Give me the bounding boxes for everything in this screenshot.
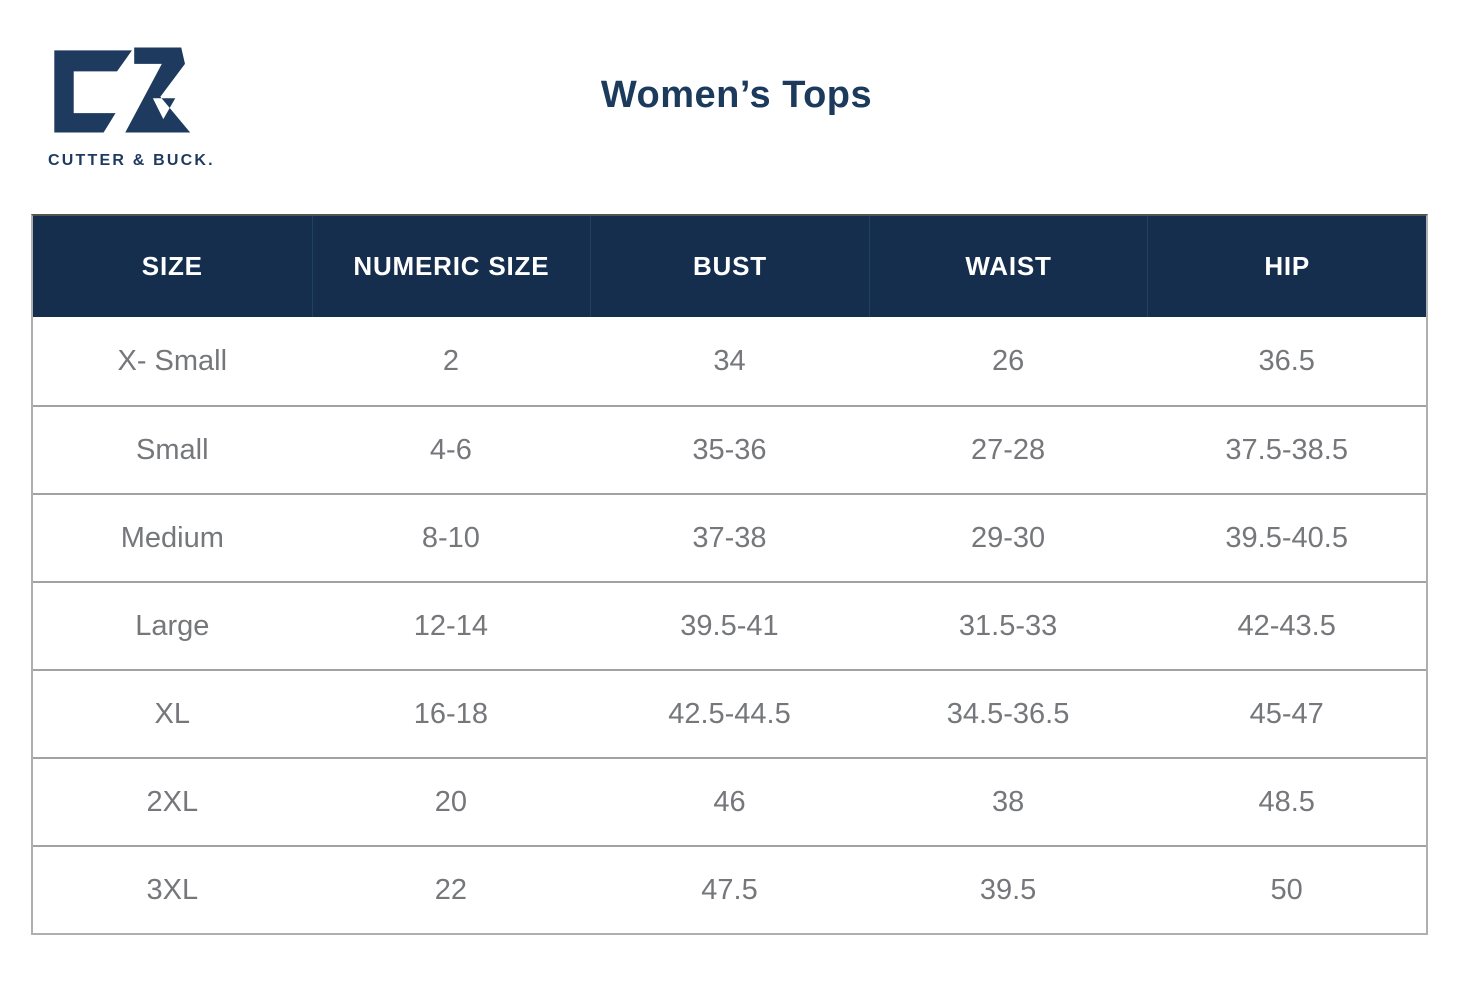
table-header-row: SIZE NUMERIC SIZE BUST WAIST HIP [33,216,1426,317]
cell-hip: 42-43.5 [1147,581,1426,669]
cell-size: X- Small [33,317,312,405]
cell-bust: 35-36 [590,405,869,493]
cell-numeric-size: 16-18 [311,669,591,757]
cell-bust: 39.5-41 [590,581,869,669]
cell-size: Medium [33,493,312,581]
cell-waist: 26 [868,317,1148,405]
page-title: Women’s Tops [600,74,873,116]
cell-bust: 46 [590,757,869,845]
table-row-xsmall: X- Small 2 34 26 36.5 [33,317,1426,405]
cell-size: XL [33,669,312,757]
cell-size: Large [33,581,312,669]
column-header-waist: WAIST [868,216,1148,317]
cell-waist: 31.5-33 [868,581,1148,669]
cell-bust: 34 [590,317,869,405]
table-row-3xl: 3XL 22 47.5 39.5 50 [33,845,1426,933]
cell-hip: 45-47 [1147,669,1426,757]
column-header-hip: HIP [1147,216,1426,317]
cell-bust: 37-38 [590,493,869,581]
column-header-bust: BUST [590,216,869,317]
cell-numeric-size: 4-6 [311,405,591,493]
table-row-small: Small 4-6 35-36 27-28 37.5-38.5 [33,405,1426,493]
column-header-numeric-size: NUMERIC SIZE [311,216,591,317]
cell-numeric-size: 8-10 [311,493,591,581]
cell-waist: 38 [868,757,1148,845]
brand-wordmark: CUTTER & BUCK. [48,152,215,169]
cell-size: 3XL [33,845,312,933]
cell-bust: 47.5 [590,845,869,933]
table-row-xl: XL 16-18 42.5-44.5 34.5-36.5 45-47 [33,669,1426,757]
size-chart-table: SIZE NUMERIC SIZE BUST WAIST HIP X- Smal… [31,214,1428,935]
cell-numeric-size: 20 [311,757,591,845]
cell-waist: 27-28 [868,405,1148,493]
cell-numeric-size: 2 [311,317,591,405]
cell-waist: 29-30 [868,493,1148,581]
cell-hip: 48.5 [1147,757,1426,845]
page-header: CUTTER & BUCK. Women’s Tops [0,0,1473,214]
cell-hip: 50 [1147,845,1426,933]
cell-numeric-size: 12-14 [311,581,591,669]
table-row-medium: Medium 8-10 37-38 29-30 39.5-40.5 [33,493,1426,581]
brand-logo: CUTTER & BUCK. [48,34,215,170]
cell-numeric-size: 22 [311,845,591,933]
cell-waist: 39.5 [868,845,1148,933]
cell-hip: 37.5-38.5 [1147,405,1426,493]
column-header-size: SIZE [33,216,312,317]
cutter-buck-monogram-icon [54,47,191,133]
cell-size: 2XL [33,757,312,845]
cell-waist: 34.5-36.5 [868,669,1148,757]
cell-bust: 42.5-44.5 [590,669,869,757]
cell-hip: 36.5 [1147,317,1426,405]
cell-hip: 39.5-40.5 [1147,493,1426,581]
cell-size: Small [33,405,312,493]
table-row-large: Large 12-14 39.5-41 31.5-33 42-43.5 [33,581,1426,669]
table-row-2xl: 2XL 20 46 38 48.5 [33,757,1426,845]
